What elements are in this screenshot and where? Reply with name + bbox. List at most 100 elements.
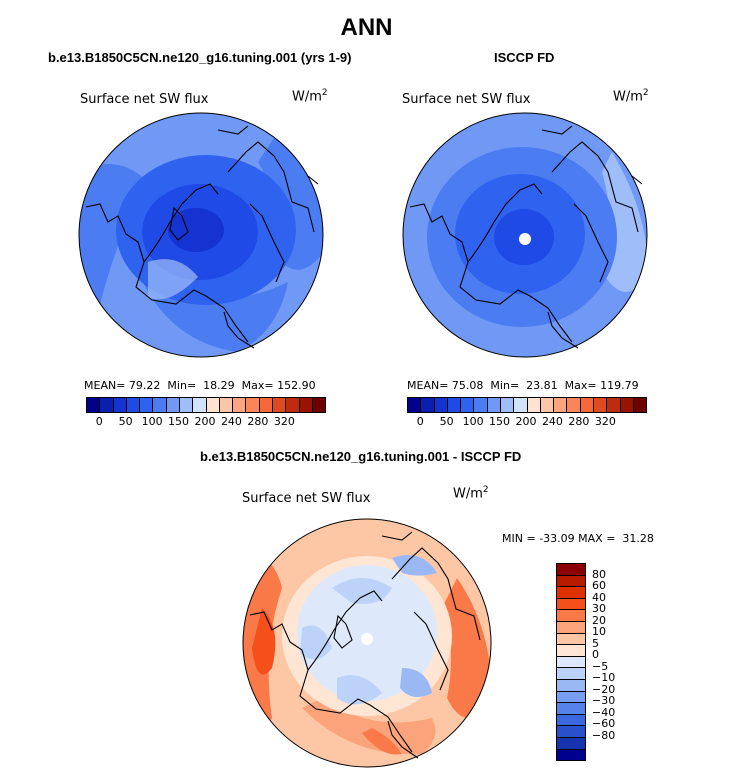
diff-variable-label: Surface net SW flux: [242, 491, 371, 506]
colorbar-tick-label: 150: [168, 415, 190, 428]
colorbar-tick-label: 0: [592, 648, 599, 662]
diff-polar-map: [242, 518, 492, 768]
colorbar-swatch: [557, 691, 585, 704]
colorbar-swatch: [193, 398, 207, 412]
colorbar-swatch: [206, 398, 220, 412]
colorbar-swatch: [140, 398, 154, 412]
colorbar-tick-label: 10: [592, 625, 606, 639]
colorbar-swatch: [487, 398, 501, 412]
colorbar-tick-label: 240: [220, 415, 242, 428]
colorbar-swatch: [246, 398, 260, 412]
colorbar-tick-label: −40: [592, 705, 616, 719]
colorbar-swatch: [527, 398, 541, 412]
colorbar-tick-label: 0: [95, 415, 103, 428]
colorbar-tick-label: 100: [141, 415, 163, 428]
colorbar-tick-label: −5: [592, 659, 609, 673]
colorbar-tick-label: 50: [118, 415, 133, 428]
panel-1-colorbar-ticks: 0 50 100 150 200 240 280 320: [86, 415, 324, 429]
colorbar-tick-label: 20: [592, 613, 606, 627]
colorbar-swatch: [434, 398, 448, 412]
colorbar-swatch: [557, 598, 585, 611]
panel-1-units: W/m2: [292, 88, 328, 105]
panel-2-stats: MEAN= 75.08 Min= 23.81 Max= 119.79: [407, 379, 639, 392]
colorbar-swatch: [312, 398, 326, 412]
panel-1-colorbar: [86, 397, 326, 413]
colorbar-swatch: [633, 398, 647, 412]
colorbar-swatch: [500, 398, 515, 412]
colorbar-swatch: [620, 398, 634, 412]
colorbar-swatch: [474, 398, 488, 412]
colorbar-swatch: [557, 749, 585, 761]
panel-2-units: W/m2: [613, 88, 649, 105]
pole-missing-data: [519, 233, 531, 245]
colorbar-swatch: [447, 398, 462, 412]
colorbar-tick-label: 280: [568, 415, 590, 428]
colorbar-swatch: [113, 398, 127, 412]
colorbar-swatch: [557, 656, 585, 669]
colorbar-swatch: [593, 398, 608, 412]
colorbar-swatch: [514, 398, 528, 412]
colorbar-tick-label: 320: [273, 415, 295, 428]
panel-2-variable-label: Surface net SW flux: [402, 92, 531, 107]
colorbar-tick-label: −10: [592, 671, 616, 685]
colorbar-swatch: [286, 398, 300, 412]
colorbar-swatch: [567, 398, 581, 412]
colorbar-swatch: [557, 737, 585, 750]
colorbar-tick-label: 240: [541, 415, 563, 428]
colorbar-swatch: [299, 398, 313, 412]
colorbar-tick-label: −80: [592, 728, 616, 742]
colorbar-tick-label: 80: [592, 567, 606, 581]
colorbar-swatch: [233, 398, 247, 412]
colorbar-swatch: [166, 398, 180, 412]
colorbar-swatch: [126, 398, 141, 412]
colorbar-swatch: [557, 703, 585, 715]
colorbar-swatch: [540, 398, 555, 412]
colorbar-swatch: [87, 398, 101, 412]
colorbar-swatch: [557, 564, 585, 576]
colorbar-tick-label: 200: [515, 415, 537, 428]
colorbar-swatch: [607, 398, 621, 412]
colorbar-tick-label: 320: [594, 415, 616, 428]
diff-units: W/m2: [453, 485, 489, 502]
colorbar-swatch: [557, 714, 585, 727]
colorbar-swatch: [554, 398, 568, 412]
colorbar-swatch: [421, 398, 435, 412]
colorbar-swatch: [408, 398, 422, 412]
colorbar-swatch: [557, 587, 585, 599]
colorbar-swatch: [557, 668, 585, 680]
colorbar-swatch: [557, 610, 585, 622]
diff-colorbar: [556, 563, 586, 761]
colorbar-tick-label: 280: [247, 415, 269, 428]
colorbar-tick-label: 5: [592, 636, 599, 650]
colorbar-tick-label: 150: [489, 415, 511, 428]
colorbar-tick-label: −30: [592, 694, 616, 708]
colorbar-swatch: [557, 645, 585, 657]
colorbar-swatch: [580, 398, 594, 412]
colorbar-tick-label: 30: [592, 602, 606, 616]
colorbar-tick-label: −60: [592, 717, 616, 731]
main-title: ANN: [340, 14, 393, 41]
colorbar-tick-label: 40: [592, 590, 606, 604]
colorbar-tick-label: 200: [194, 415, 216, 428]
colorbar-swatch: [100, 398, 114, 412]
panel-2-colorbar-ticks: 0 50 100 150 200 240 280 320: [407, 415, 645, 429]
colorbar-tick-label: 100: [462, 415, 484, 428]
diff-panel-title: b.e13.B1850C5CN.ne120_g16.tuning.001 - I…: [200, 449, 522, 464]
colorbar-tick-label: −20: [592, 682, 616, 696]
colorbar-tick-label: 50: [439, 415, 454, 428]
diff-pole-missing-data: [361, 633, 373, 645]
diff-colorbar-ticks: 80 60 40 30 20 10 5 0 −5 −10 −20 −30 −40 −60 −80: [592, 563, 652, 761]
panel-2-title: ISCCP FD: [494, 50, 555, 65]
panel-1-stats: MEAN= 79.22 Min= 18.29 Max= 152.90: [84, 379, 316, 392]
colorbar-swatch: [557, 575, 585, 588]
diff-min-max: MIN = -33.09 MAX = 31.28: [502, 532, 654, 545]
panel-2-colorbar: [407, 397, 647, 413]
colorbar-swatch: [259, 398, 273, 412]
colorbar-swatch: [557, 679, 585, 692]
colorbar-swatch: [557, 633, 585, 646]
colorbar-tick-label: 0: [416, 415, 424, 428]
colorbar-swatch: [557, 726, 585, 738]
colorbar-swatch: [272, 398, 287, 412]
colorbar-tick-label: 60: [592, 579, 606, 593]
colorbar-swatch: [461, 398, 475, 412]
